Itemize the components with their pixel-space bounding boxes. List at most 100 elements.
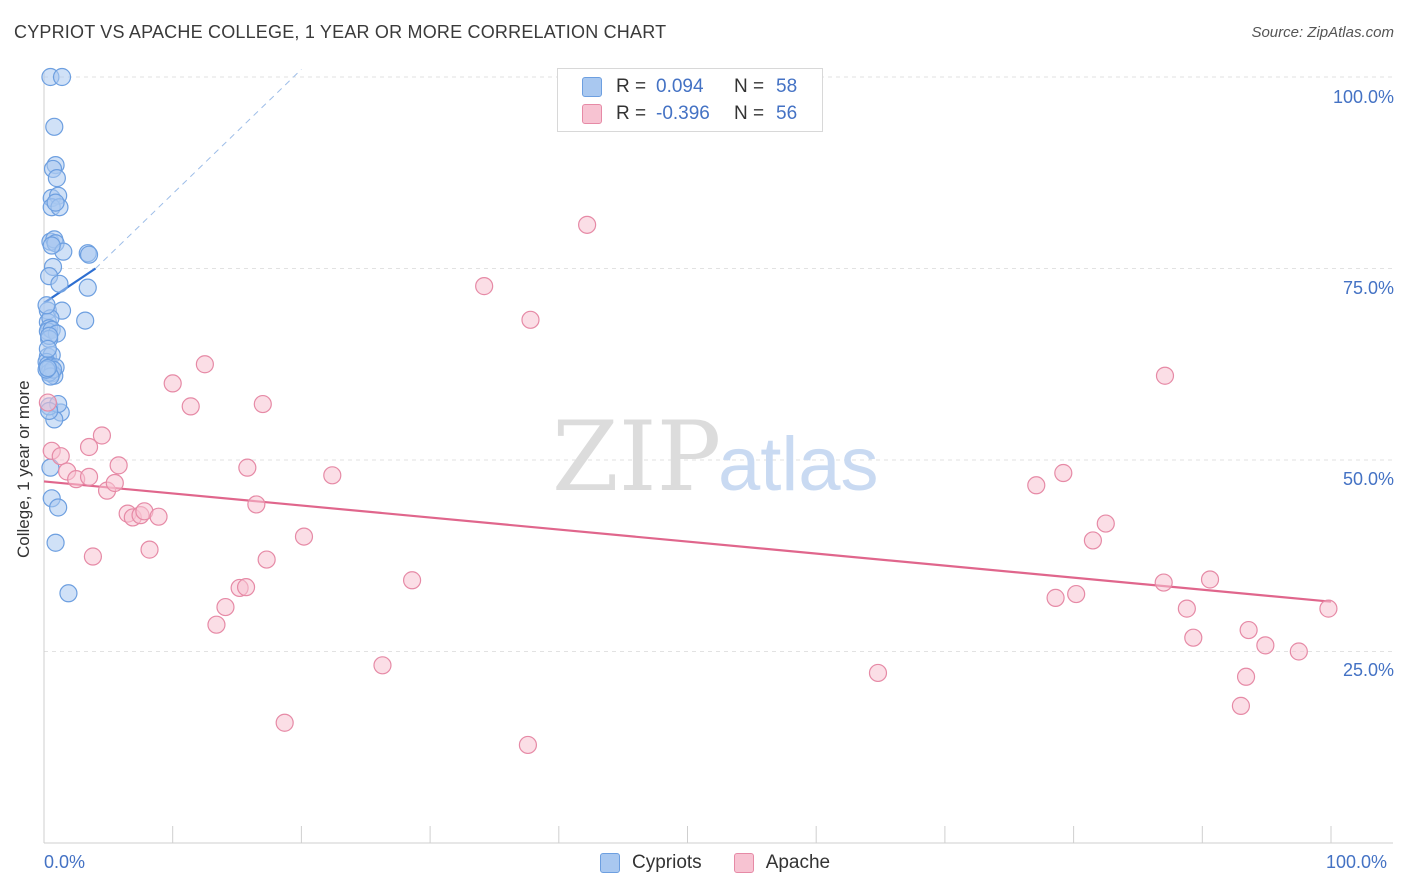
n-value: 58 bbox=[776, 76, 798, 97]
data-point bbox=[1177, 599, 1196, 618]
apache-swatch bbox=[733, 853, 754, 873]
trend-lines bbox=[43, 68, 1332, 603]
data-points bbox=[37, 67, 1338, 755]
data-point bbox=[45, 117, 64, 136]
source-label: Source: ZipAtlas.com bbox=[1251, 24, 1394, 41]
data-point bbox=[38, 339, 57, 359]
data-point bbox=[402, 571, 422, 590]
legend-label-cypriots: Cypriots bbox=[632, 852, 702, 873]
data-point bbox=[1319, 599, 1338, 618]
legend-item-cypriots[interactable]: Cypriots bbox=[600, 852, 702, 874]
data-point bbox=[79, 467, 99, 486]
cypriots-swatch bbox=[600, 853, 620, 873]
r-label: R = bbox=[616, 76, 647, 97]
data-point bbox=[475, 277, 494, 296]
data-point bbox=[78, 278, 97, 297]
data-point bbox=[868, 663, 888, 683]
data-point bbox=[1067, 584, 1086, 604]
data-point bbox=[1083, 531, 1103, 550]
legend-item-apache[interactable]: Apache bbox=[733, 852, 831, 874]
data-point bbox=[1046, 588, 1065, 607]
n-label: N = bbox=[734, 103, 765, 124]
data-point bbox=[1054, 463, 1073, 483]
watermark: ZIP atlas bbox=[552, 401, 879, 513]
x-tick-min: 0.0% bbox=[44, 852, 86, 872]
data-point bbox=[1154, 573, 1173, 592]
data-point bbox=[521, 310, 540, 329]
data-point bbox=[1027, 476, 1046, 495]
data-point bbox=[79, 437, 99, 457]
watermark-atlas: atlas bbox=[718, 422, 879, 507]
chart-title: CYPRIOT VS APACHE COLLEGE, 1 YEAR OR MOR… bbox=[14, 22, 667, 42]
data-point bbox=[52, 67, 72, 87]
data-point bbox=[1184, 628, 1203, 647]
gridlines bbox=[44, 76, 1393, 652]
watermark-zip: ZIP bbox=[552, 401, 721, 513]
series-apache bbox=[38, 215, 1338, 755]
data-point bbox=[1239, 620, 1258, 640]
data-point bbox=[207, 615, 226, 634]
r-value: 0.094 bbox=[656, 76, 704, 97]
series-cypriots bbox=[37, 67, 99, 603]
n-value: 56 bbox=[776, 103, 798, 124]
data-point bbox=[109, 456, 128, 475]
legend-row-cypriots: R = 0.094 N = 58 bbox=[582, 75, 797, 99]
data-point bbox=[1256, 636, 1275, 655]
data-point bbox=[247, 495, 266, 514]
data-point bbox=[257, 550, 276, 569]
data-point bbox=[163, 374, 182, 393]
trend-line-extension bbox=[95, 68, 302, 269]
trend-line-cypriots bbox=[43, 267, 97, 304]
data-point bbox=[195, 355, 214, 374]
data-point bbox=[140, 540, 159, 559]
data-point bbox=[47, 169, 66, 188]
apache-swatch bbox=[582, 104, 602, 124]
y-tick-50: 50.0% bbox=[1342, 469, 1394, 489]
y-tick-25: 25.0% bbox=[1342, 660, 1394, 680]
data-point bbox=[518, 735, 538, 755]
data-point bbox=[253, 394, 272, 414]
data-point bbox=[238, 458, 257, 477]
data-point bbox=[49, 498, 68, 517]
x-tick-max: 100.0% bbox=[1326, 852, 1388, 872]
data-point bbox=[92, 426, 112, 445]
data-point bbox=[181, 397, 200, 416]
correlation-legend: R = 0.094 N = 58 R = -0.396 N = 56 bbox=[557, 68, 823, 132]
data-point bbox=[76, 311, 95, 330]
n-label: N = bbox=[734, 76, 765, 97]
data-point bbox=[1096, 514, 1115, 533]
data-point bbox=[1200, 570, 1220, 589]
data-point bbox=[51, 447, 70, 466]
data-point bbox=[105, 473, 124, 493]
data-point bbox=[38, 358, 57, 378]
data-point bbox=[578, 215, 597, 234]
data-point bbox=[1155, 366, 1175, 385]
data-point bbox=[59, 584, 78, 603]
data-point bbox=[1236, 667, 1256, 686]
data-point bbox=[149, 507, 168, 526]
data-point bbox=[38, 393, 57, 412]
y-axis-label-text: College, 1 year or more bbox=[14, 380, 33, 558]
legend-label-apache: Apache bbox=[765, 852, 831, 873]
data-point bbox=[1289, 642, 1308, 661]
data-point bbox=[50, 274, 69, 293]
legend-row-apache: R = -0.396 N = 56 bbox=[582, 102, 797, 126]
data-point bbox=[46, 533, 65, 552]
data-point bbox=[294, 527, 314, 546]
data-point bbox=[46, 193, 65, 212]
data-point bbox=[323, 466, 342, 485]
data-point bbox=[42, 236, 61, 255]
data-point bbox=[37, 296, 56, 315]
data-point bbox=[275, 713, 294, 732]
r-label: R = bbox=[616, 103, 647, 124]
data-point bbox=[83, 547, 103, 566]
r-value: -0.396 bbox=[656, 103, 710, 124]
data-point bbox=[373, 656, 392, 675]
y-tick-75: 75.0% bbox=[1342, 278, 1394, 298]
cypriots-swatch bbox=[582, 77, 602, 97]
data-point bbox=[79, 245, 99, 264]
y-axis-label: College, 1 year or more bbox=[14, 380, 34, 558]
data-point bbox=[236, 578, 256, 597]
data-point bbox=[1231, 696, 1251, 715]
